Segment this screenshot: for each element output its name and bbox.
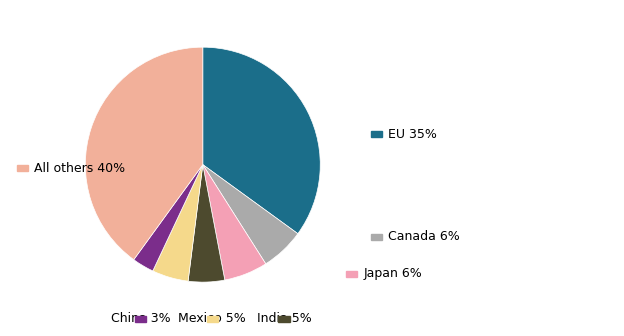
Text: Canada 6%: Canada 6% bbox=[388, 230, 460, 243]
Wedge shape bbox=[153, 165, 203, 281]
Wedge shape bbox=[203, 47, 320, 234]
Text: India 5%: India 5% bbox=[256, 312, 311, 325]
Text: EU 35%: EU 35% bbox=[388, 128, 437, 141]
Wedge shape bbox=[188, 165, 225, 282]
Text: Mexico 5%: Mexico 5% bbox=[178, 312, 246, 325]
Text: Japan 6%: Japan 6% bbox=[363, 267, 422, 280]
Wedge shape bbox=[203, 165, 266, 280]
Text: China 3%: China 3% bbox=[110, 312, 170, 325]
Wedge shape bbox=[134, 165, 203, 271]
Text: All others 40%: All others 40% bbox=[34, 162, 125, 174]
Wedge shape bbox=[203, 165, 298, 264]
Wedge shape bbox=[85, 47, 203, 260]
